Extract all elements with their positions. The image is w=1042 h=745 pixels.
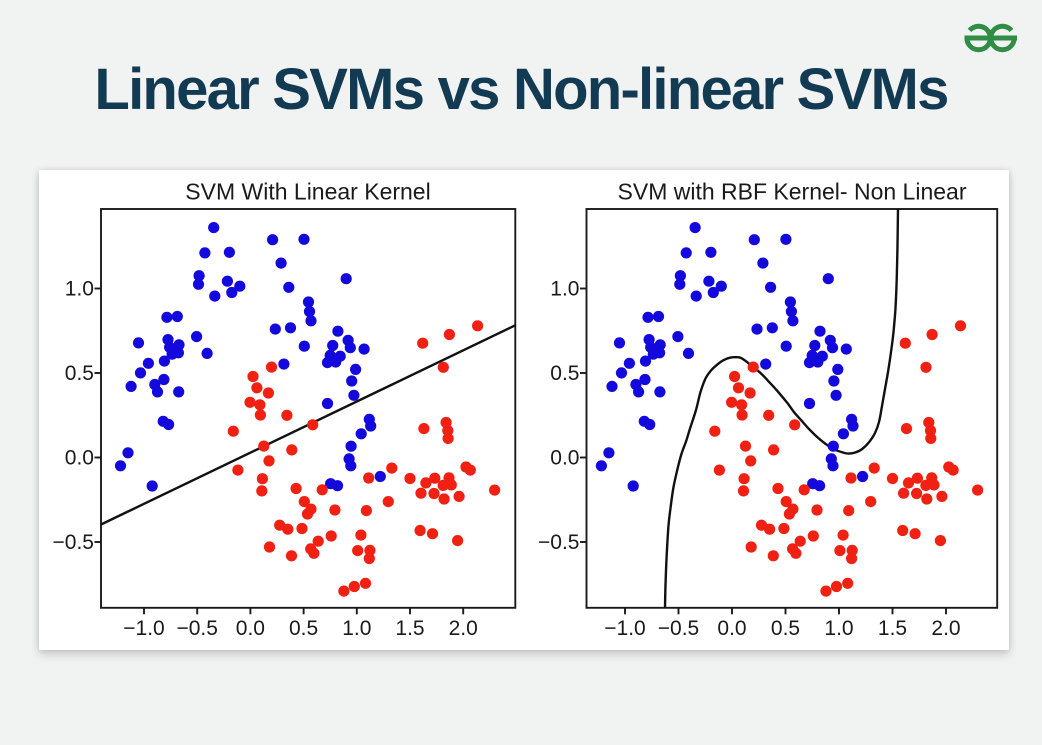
svg-text:SVM with RBF Kernel- Non Linea: SVM with RBF Kernel- Non Linear [618,179,967,205]
svg-text:0.0: 0.0 [550,447,579,470]
svg-text:0.0: 0.0 [236,617,265,640]
svg-text:1.5: 1.5 [395,617,424,640]
svg-text:0.5: 0.5 [65,362,94,385]
svg-text:1.0: 1.0 [824,617,853,640]
svg-text:1.0: 1.0 [342,617,371,640]
svg-text:0.5: 0.5 [550,362,579,385]
svg-text:1.0: 1.0 [550,278,579,301]
svg-text:0.0: 0.0 [717,617,746,640]
svg-text:−0.5: −0.5 [658,617,699,640]
svg-text:−0.5: −0.5 [538,531,579,554]
svg-text:−1.0: −1.0 [604,617,645,640]
svg-text:0.5: 0.5 [289,617,318,640]
svg-text:−0.5: −0.5 [53,531,94,554]
svg-text:−0.5: −0.5 [176,617,217,640]
svg-text:0.0: 0.0 [65,447,94,470]
svg-text:2.0: 2.0 [449,617,478,640]
svg-text:0.5: 0.5 [771,617,800,640]
svg-text:2.0: 2.0 [931,617,960,640]
svg-text:1.5: 1.5 [878,617,907,640]
svg-text:−1.0: −1.0 [123,617,164,640]
svg-text:1.0: 1.0 [65,278,94,301]
svg-text:SVM With Linear Kernel: SVM With Linear Kernel [185,179,430,205]
